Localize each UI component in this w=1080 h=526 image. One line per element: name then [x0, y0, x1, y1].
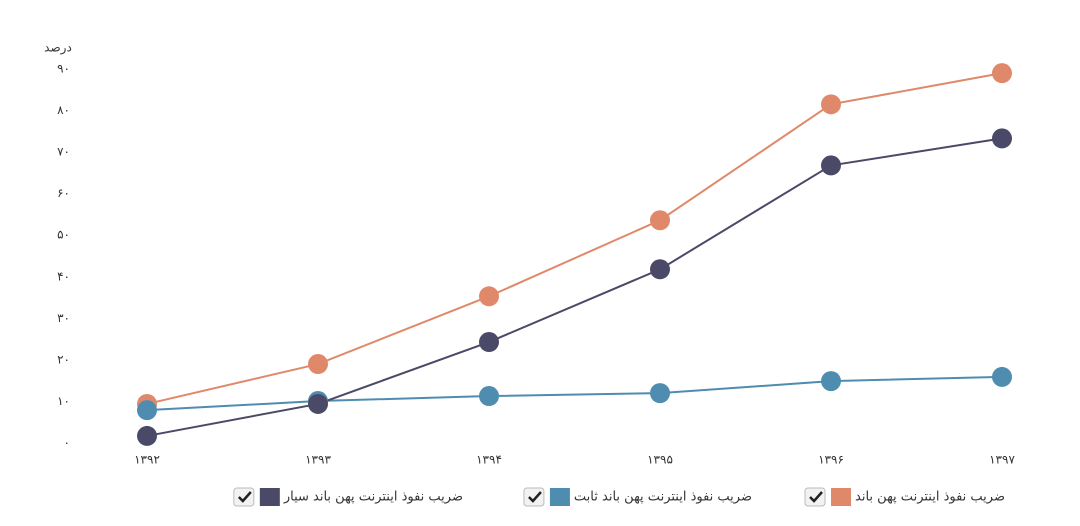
x-tick-label: ۱۳۹۶: [818, 453, 844, 467]
y-tick-label: ۹۰: [57, 62, 70, 76]
legend-checkbox[interactable]: [233, 487, 255, 507]
legend-label[interactable]: ضریب نفوذ اینترنت پهن باند ثابت: [574, 490, 752, 505]
legend-check: [237, 491, 252, 503]
data-point[interactable]: [479, 286, 499, 307]
legend-swatch[interactable]: [831, 488, 852, 506]
legend-checkbox[interactable]: [804, 487, 826, 507]
data-point[interactable]: [992, 63, 1012, 84]
x-tick-label: ۱۳۹۴: [476, 453, 502, 467]
y-tick-label: ۶۰: [57, 186, 70, 200]
y-tick-label: ۱۰: [57, 394, 70, 408]
data-point[interactable]: [992, 128, 1012, 149]
data-point[interactable]: [308, 354, 328, 375]
data-point[interactable]: [137, 400, 157, 421]
data-point[interactable]: [479, 386, 499, 407]
data-point[interactable]: [650, 383, 670, 404]
y-tick-label: ۰: [64, 436, 70, 450]
y-tick-label: ۳۰: [57, 311, 70, 325]
y-tick-label: ۷۰: [57, 145, 70, 159]
legend-swatch[interactable]: [259, 488, 280, 506]
x-tick-label: ۱۳۹۳: [305, 453, 331, 467]
data-point[interactable]: [137, 425, 157, 446]
data-point[interactable]: [821, 371, 841, 392]
legend-checkbox[interactable]: [523, 487, 545, 507]
series-line: [146, 375, 1003, 412]
series-line: [146, 72, 1003, 405]
data-point[interactable]: [821, 94, 841, 115]
y-tick-label: ۸۰: [57, 103, 70, 117]
y-tick-label: ۲۰: [57, 352, 70, 366]
data-point[interactable]: [479, 332, 499, 353]
legend-swatch[interactable]: [549, 488, 570, 506]
legend-check: [809, 491, 823, 503]
series-line: [146, 137, 1003, 437]
y-axis-label: درصد: [44, 41, 72, 56]
y-tick-label: ۴۰: [57, 269, 70, 283]
data-point[interactable]: [650, 210, 670, 231]
legend-label[interactable]: ضریب نفوذ اینترنت پهن باند سیار: [283, 490, 463, 505]
x-tick-label: ۱۳۹۷: [989, 453, 1015, 467]
data-point[interactable]: [992, 366, 1012, 387]
data-point[interactable]: [821, 155, 841, 176]
x-tick-label: ۱۳۹۲: [134, 453, 160, 467]
legend-check: [528, 491, 542, 503]
data-point[interactable]: [308, 393, 328, 414]
x-tick-label: ۱۳۹۵: [647, 453, 673, 467]
data-point[interactable]: [650, 259, 670, 280]
legend-label[interactable]: ضریب نفوذ اینترنت پهن باند: [855, 490, 1005, 505]
y-tick-label: ۵۰: [57, 228, 70, 242]
